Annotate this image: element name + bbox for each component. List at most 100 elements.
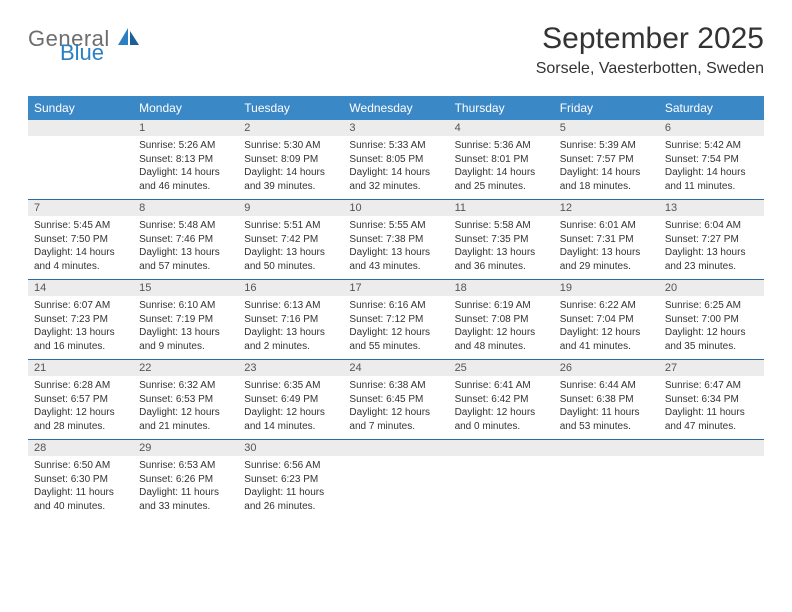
calendar-table: SundayMondayTuesdayWednesdayThursdayFrid… (28, 96, 764, 519)
day-cell: 13Sunrise: 6:04 AMSunset: 7:27 PMDayligh… (659, 200, 764, 280)
day-body: Sunrise: 5:39 AMSunset: 7:57 PMDaylight:… (554, 136, 659, 193)
day-body: Sunrise: 6:01 AMSunset: 7:31 PMDaylight:… (554, 216, 659, 273)
day-cell: 22Sunrise: 6:32 AMSunset: 6:53 PMDayligh… (133, 360, 238, 440)
day-number: 13 (659, 200, 764, 216)
day-cell: 18Sunrise: 6:19 AMSunset: 7:08 PMDayligh… (449, 280, 554, 360)
day-number: 12 (554, 200, 659, 216)
day-number: 29 (133, 440, 238, 456)
location: Sorsele, Vaesterbotten, Sweden (536, 60, 764, 78)
day-number: 25 (449, 360, 554, 376)
day-header: Wednesday (343, 96, 448, 120)
day-number: 2 (238, 120, 343, 136)
calendar-page: General Blue September 2025 Sorsele, Vae… (0, 0, 792, 541)
day-number: 19 (554, 280, 659, 296)
day-cell: 1Sunrise: 5:26 AMSunset: 8:13 PMDaylight… (133, 120, 238, 200)
day-number: 24 (343, 360, 448, 376)
day-number: 8 (133, 200, 238, 216)
day-body: Sunrise: 6:28 AMSunset: 6:57 PMDaylight:… (28, 376, 133, 433)
day-body: Sunrise: 6:56 AMSunset: 6:23 PMDaylight:… (238, 456, 343, 513)
day-cell: 11Sunrise: 5:58 AMSunset: 7:35 PMDayligh… (449, 200, 554, 280)
title-block: September 2025 Sorsele, Vaesterbotten, S… (536, 22, 764, 78)
month-title: September 2025 (536, 22, 764, 56)
day-header: Thursday (449, 96, 554, 120)
day-number: 17 (343, 280, 448, 296)
week-row: 7Sunrise: 5:45 AMSunset: 7:50 PMDaylight… (28, 200, 764, 280)
day-cell: 2Sunrise: 5:30 AMSunset: 8:09 PMDaylight… (238, 120, 343, 200)
day-body: Sunrise: 6:19 AMSunset: 7:08 PMDaylight:… (449, 296, 554, 353)
day-body: Sunrise: 6:47 AMSunset: 6:34 PMDaylight:… (659, 376, 764, 433)
day-cell: 30Sunrise: 6:56 AMSunset: 6:23 PMDayligh… (238, 440, 343, 520)
day-number: 20 (659, 280, 764, 296)
day-body: Sunrise: 6:07 AMSunset: 7:23 PMDaylight:… (28, 296, 133, 353)
day-number: 30 (238, 440, 343, 456)
day-cell: 28Sunrise: 6:50 AMSunset: 6:30 PMDayligh… (28, 440, 133, 520)
day-number: 16 (238, 280, 343, 296)
day-number: 18 (449, 280, 554, 296)
day-number: 10 (343, 200, 448, 216)
day-number: 27 (659, 360, 764, 376)
day-body: Sunrise: 6:25 AMSunset: 7:00 PMDaylight:… (659, 296, 764, 353)
day-header: Friday (554, 96, 659, 120)
day-cell: 5Sunrise: 5:39 AMSunset: 7:57 PMDaylight… (554, 120, 659, 200)
day-body: Sunrise: 6:32 AMSunset: 6:53 PMDaylight:… (133, 376, 238, 433)
day-cell: 21Sunrise: 6:28 AMSunset: 6:57 PMDayligh… (28, 360, 133, 440)
day-number: 15 (133, 280, 238, 296)
day-body: Sunrise: 6:10 AMSunset: 7:19 PMDaylight:… (133, 296, 238, 353)
day-cell: 26Sunrise: 6:44 AMSunset: 6:38 PMDayligh… (554, 360, 659, 440)
day-cell: 27Sunrise: 6:47 AMSunset: 6:34 PMDayligh… (659, 360, 764, 440)
day-body: Sunrise: 6:13 AMSunset: 7:16 PMDaylight:… (238, 296, 343, 353)
day-header: Tuesday (238, 96, 343, 120)
day-body: Sunrise: 5:42 AMSunset: 7:54 PMDaylight:… (659, 136, 764, 193)
day-cell (343, 440, 448, 520)
day-cell: 24Sunrise: 6:38 AMSunset: 6:45 PMDayligh… (343, 360, 448, 440)
day-cell: 12Sunrise: 6:01 AMSunset: 7:31 PMDayligh… (554, 200, 659, 280)
day-number: 1 (133, 120, 238, 136)
day-body: Sunrise: 6:53 AMSunset: 6:26 PMDaylight:… (133, 456, 238, 513)
day-cell: 9Sunrise: 5:51 AMSunset: 7:42 PMDaylight… (238, 200, 343, 280)
day-body: Sunrise: 6:35 AMSunset: 6:49 PMDaylight:… (238, 376, 343, 433)
day-cell: 14Sunrise: 6:07 AMSunset: 7:23 PMDayligh… (28, 280, 133, 360)
day-cell: 23Sunrise: 6:35 AMSunset: 6:49 PMDayligh… (238, 360, 343, 440)
day-body: Sunrise: 5:45 AMSunset: 7:50 PMDaylight:… (28, 216, 133, 273)
day-cell: 29Sunrise: 6:53 AMSunset: 6:26 PMDayligh… (133, 440, 238, 520)
logo: General Blue (28, 22, 140, 63)
day-body: Sunrise: 5:51 AMSunset: 7:42 PMDaylight:… (238, 216, 343, 273)
day-cell: 16Sunrise: 6:13 AMSunset: 7:16 PMDayligh… (238, 280, 343, 360)
day-cell: 3Sunrise: 5:33 AMSunset: 8:05 PMDaylight… (343, 120, 448, 200)
day-number: 4 (449, 120, 554, 136)
day-number: 14 (28, 280, 133, 296)
day-body: Sunrise: 6:41 AMSunset: 6:42 PMDaylight:… (449, 376, 554, 433)
day-number: 26 (554, 360, 659, 376)
day-body: Sunrise: 5:30 AMSunset: 8:09 PMDaylight:… (238, 136, 343, 193)
logo-text-blue: Blue (60, 43, 140, 63)
day-cell: 7Sunrise: 5:45 AMSunset: 7:50 PMDaylight… (28, 200, 133, 280)
day-number: 22 (133, 360, 238, 376)
day-cell (659, 440, 764, 520)
week-row: 28Sunrise: 6:50 AMSunset: 6:30 PMDayligh… (28, 440, 764, 520)
day-header: Saturday (659, 96, 764, 120)
day-cell: 4Sunrise: 5:36 AMSunset: 8:01 PMDaylight… (449, 120, 554, 200)
day-number: 11 (449, 200, 554, 216)
page-header: General Blue September 2025 Sorsele, Vae… (28, 22, 764, 78)
day-header: Sunday (28, 96, 133, 120)
day-body: Sunrise: 5:26 AMSunset: 8:13 PMDaylight:… (133, 136, 238, 193)
day-number: 7 (28, 200, 133, 216)
day-body: Sunrise: 6:16 AMSunset: 7:12 PMDaylight:… (343, 296, 448, 353)
day-header-row: SundayMondayTuesdayWednesdayThursdayFrid… (28, 96, 764, 120)
day-body: Sunrise: 6:04 AMSunset: 7:27 PMDaylight:… (659, 216, 764, 273)
day-body: Sunrise: 5:33 AMSunset: 8:05 PMDaylight:… (343, 136, 448, 193)
day-number: 6 (659, 120, 764, 136)
day-cell (554, 440, 659, 520)
day-cell: 8Sunrise: 5:48 AMSunset: 7:46 PMDaylight… (133, 200, 238, 280)
day-cell: 10Sunrise: 5:55 AMSunset: 7:38 PMDayligh… (343, 200, 448, 280)
day-number: 23 (238, 360, 343, 376)
day-cell: 6Sunrise: 5:42 AMSunset: 7:54 PMDaylight… (659, 120, 764, 200)
day-body: Sunrise: 5:48 AMSunset: 7:46 PMDaylight:… (133, 216, 238, 273)
day-cell: 15Sunrise: 6:10 AMSunset: 7:19 PMDayligh… (133, 280, 238, 360)
day-body: Sunrise: 6:44 AMSunset: 6:38 PMDaylight:… (554, 376, 659, 433)
day-body: Sunrise: 6:50 AMSunset: 6:30 PMDaylight:… (28, 456, 133, 513)
day-body: Sunrise: 6:22 AMSunset: 7:04 PMDaylight:… (554, 296, 659, 353)
day-cell (28, 120, 133, 200)
day-body: Sunrise: 5:36 AMSunset: 8:01 PMDaylight:… (449, 136, 554, 193)
day-cell: 19Sunrise: 6:22 AMSunset: 7:04 PMDayligh… (554, 280, 659, 360)
